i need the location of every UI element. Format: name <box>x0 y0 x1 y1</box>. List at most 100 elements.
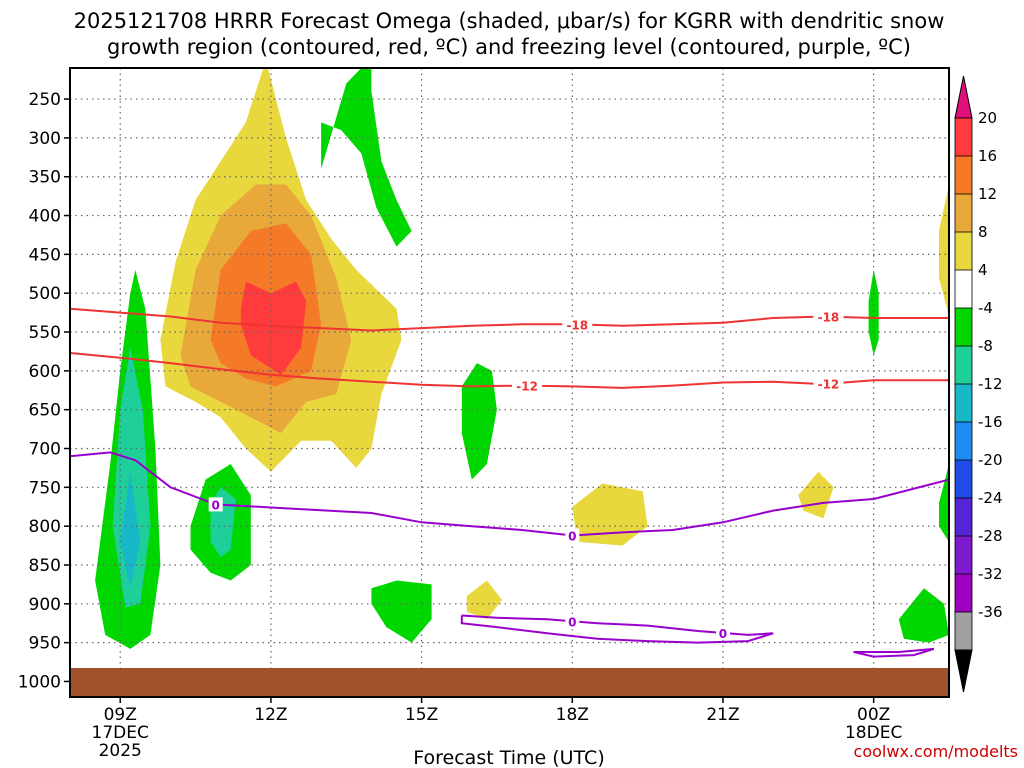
colorbar-label-8: -16 <box>978 413 1003 431</box>
x-tick-date: 17DEC <box>92 723 149 743</box>
x-tick-label-15Z: 15Z <box>405 705 438 725</box>
dgz-contour-label: -18 <box>566 318 588 332</box>
omega-region-4-18 <box>939 184 949 317</box>
omega-region-4-15 <box>572 483 648 546</box>
colorbar-swatch-1 <box>954 155 973 195</box>
dgz-contour-label: -12 <box>818 378 840 392</box>
colorbar-swatch-3 <box>954 231 973 271</box>
x-tick-label-12Z: 12Z <box>254 705 287 725</box>
freezing-contour-label: 0 <box>568 615 576 629</box>
freezing-label-bg <box>565 528 580 543</box>
dgz-label-bg <box>562 317 593 332</box>
y-axis-ticks: 250 300 350 400 450 500 550 600 650 700 750 800 850 9… <box>18 90 70 692</box>
colorbar: 20 16 12 8 4 -4 -8 -12 -16 -20 -24 -28 -32 -36 <box>954 75 1003 693</box>
omega-region-4-17 <box>798 471 834 519</box>
freezing-label-bg <box>715 625 730 640</box>
y-tick-label-500: 500 <box>29 284 61 304</box>
omega-region-neg8-6 <box>461 363 497 480</box>
colorbar-label-0: 20 <box>978 109 997 127</box>
y-tick-label-550: 550 <box>29 323 61 343</box>
contour-layer: -18 -18 -12 -12 0 0 0 0 <box>70 307 949 658</box>
colorbar-label-2: 12 <box>978 185 997 203</box>
dgz-contour-1 <box>70 352 949 389</box>
omega-region-neg8-9 <box>898 588 949 643</box>
omega-region-neg16-2 <box>120 471 141 589</box>
x-axis-label: Forecast Time (UTC) <box>413 747 604 768</box>
plot-area: -18 -18 -12 -12 0 0 0 0 <box>69 67 950 698</box>
omega-region-4-16 <box>466 580 502 620</box>
colorbar-label-3: 8 <box>978 223 988 241</box>
dgz-label-bg <box>512 378 543 393</box>
y-tick-label-750: 750 <box>29 478 61 498</box>
plot-border <box>69 67 950 698</box>
freezing-contour-label: 0 <box>719 627 727 641</box>
colorbar-swatch-6 <box>954 345 973 385</box>
y-tick-label-300: 300 <box>29 129 61 149</box>
colorbar-label-7: -12 <box>978 375 1003 393</box>
colorbar-label-5: -4 <box>978 299 993 317</box>
y-tick-label-650: 650 <box>29 401 61 421</box>
ground-surface <box>70 668 949 697</box>
x-tick-label-21Z: 21Z <box>706 705 739 725</box>
chart-title-line2: growth region (contoured, red, ºC) and f… <box>107 35 911 59</box>
colorbar-swatch-8 <box>954 421 973 461</box>
y-tick-label-350: 350 <box>29 168 61 188</box>
colorbar-swatch-5 <box>954 307 973 347</box>
freezing-label-bg <box>565 614 580 629</box>
colorbar-swatch-10 <box>954 497 973 537</box>
x-tick-year: 2025 <box>99 741 142 761</box>
omega-region-neg8-3 <box>321 68 412 247</box>
y-tick-label-1000: 1000 <box>18 672 61 692</box>
colorbar-top-arrow <box>954 75 973 119</box>
y-tick-label-800: 800 <box>29 517 61 537</box>
colorbar-swatch-4 <box>954 269 973 309</box>
credit-link[interactable]: coolwx.com/modelts <box>854 742 1018 761</box>
colorbar-label-10: -24 <box>978 489 1003 507</box>
colorbar-swatch-2 <box>954 193 973 233</box>
dgz-contour-label: -12 <box>516 380 538 394</box>
colorbar-label-1: 16 <box>978 147 997 165</box>
colorbar-swatch-12 <box>954 573 973 613</box>
colorbar-label-11: -28 <box>978 527 1003 545</box>
freezing-contour-2 <box>853 647 935 658</box>
y-tick-label-900: 900 <box>29 595 61 615</box>
omega-region-neg8-8 <box>868 269 879 356</box>
colorbar-swatch-11 <box>954 535 973 575</box>
colorbar-label-6: -8 <box>978 337 993 355</box>
y-tick-label-700: 700 <box>29 440 61 460</box>
omega-shading-layer <box>95 68 949 649</box>
x-tick-label-00Z: 00Z <box>857 705 890 725</box>
freezing-contour-label: 0 <box>568 529 576 543</box>
x-tick-label-09Z: 09Z <box>104 705 137 725</box>
freezing-contour-label: 0 <box>211 498 219 512</box>
freezing-contour-0 <box>70 451 949 537</box>
y-tick-label-850: 850 <box>29 556 61 576</box>
colorbar-label-9: -20 <box>978 451 1003 469</box>
colorbar-swatch-9 <box>954 459 973 499</box>
x-tick-date: 18DEC <box>845 723 902 743</box>
y-tick-label-250: 250 <box>29 90 61 110</box>
colorbar-label-13: -36 <box>978 603 1003 621</box>
colorbar-swatch-0 <box>954 117 973 157</box>
omega-region-16-14 <box>240 281 307 375</box>
x-tick-label-18Z: 18Z <box>556 705 589 725</box>
omega-region-neg8-10 <box>939 464 949 542</box>
colorbar-swatch-13 <box>954 611 973 651</box>
y-tick-label-950: 950 <box>29 634 61 654</box>
chart-title-line1: 2025121708 HRRR Forecast Omega (shaded, … <box>74 9 945 33</box>
freezing-label-bg <box>208 497 223 512</box>
colorbar-label-12: -32 <box>978 565 1003 583</box>
colorbar-label-4: 4 <box>978 261 988 279</box>
omega-region-neg8-7 <box>371 580 432 643</box>
colorbar-swatch-7 <box>954 383 973 423</box>
dgz-contour-0 <box>70 307 949 332</box>
y-tick-label-600: 600 <box>29 362 61 382</box>
colorbar-bottom-arrow <box>954 649 973 693</box>
y-tick-label-450: 450 <box>29 245 61 265</box>
dgz-contour-label: -18 <box>818 311 840 325</box>
dgz-label-bg <box>813 376 844 391</box>
dgz-label-bg <box>813 309 844 324</box>
y-tick-label-400: 400 <box>29 207 61 227</box>
